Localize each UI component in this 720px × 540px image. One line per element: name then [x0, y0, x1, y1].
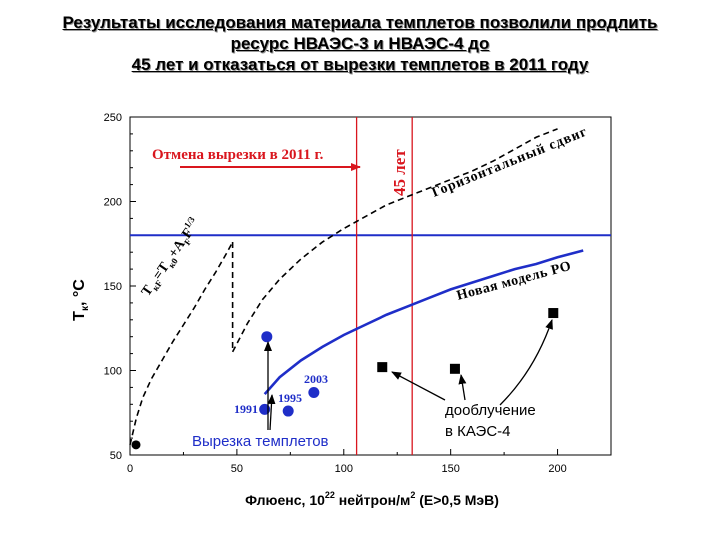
kaes-point	[377, 362, 388, 373]
y-axis-label: Tк, °C	[71, 279, 91, 321]
x-tick-label: 200	[548, 463, 566, 475]
svg-text:TкF=Tк0+AFF1/3: TкF=Tк0+AFF1/3	[137, 214, 206, 300]
y-tick-label: 100	[104, 366, 122, 378]
title-line-2: ресурс НВАЭС-3 и НВАЭС-4 до	[230, 34, 490, 53]
title-line-3: 45 лет и отказаться от вырезки темплетов…	[131, 55, 589, 74]
formula-label: TкF=Tк0+AFF1/3	[137, 214, 206, 300]
horizontal-shift-label: Горизонтальный сдвиг	[430, 124, 590, 200]
y-tick-label: 150	[104, 281, 122, 293]
x-tick-label: 100	[335, 463, 353, 475]
x-tick-label: 50	[231, 463, 243, 475]
kaes-arrow-3	[499, 319, 553, 406]
y-tick-label: 250	[104, 112, 122, 124]
kaes-point	[449, 363, 460, 374]
templet-point	[308, 386, 320, 398]
label-1995: 1995	[278, 391, 302, 405]
slide-title: Результаты исследования материала темпле…	[20, 12, 700, 75]
templet-point	[282, 405, 294, 417]
irradiation-label-line1: дооблучение	[445, 402, 536, 419]
new-model-curve	[263, 249, 584, 396]
templet-point	[261, 331, 273, 343]
kaes-arrow-2	[458, 374, 467, 401]
formula-sub3: F	[182, 236, 194, 247]
axis-tick-labels: 0 50 100 150 200 50 100 150 200 250	[104, 112, 567, 475]
kaes-arrow-1	[391, 371, 446, 401]
dashed-trend-initial	[129, 241, 234, 446]
x-tick-label: 150	[441, 463, 459, 475]
title-line-1: Результаты исследования материала темпле…	[62, 13, 658, 32]
label-1991: 1991	[234, 402, 258, 416]
years-45-label: 45 лет	[390, 149, 409, 196]
y-tick-label: 200	[104, 197, 122, 209]
label-2003: 2003	[304, 372, 328, 386]
axis-ticks	[129, 116, 559, 456]
cancel-label: Отмена вырезки в 2011 г.	[152, 147, 324, 163]
x-axis-label: Флюенс, 1022 нейтрон/м2 (E>0,5 МэВ)	[245, 490, 499, 508]
kaes-point	[548, 308, 559, 319]
dashed-horizontal-shift-curve	[231, 128, 558, 353]
templet-cut-label: Вырезка темплетов	[192, 433, 329, 450]
templet-arrow-2	[267, 394, 276, 431]
irradiation-label-line2: в КАЭС-4	[445, 423, 511, 440]
y-tick-label: 50	[110, 450, 122, 462]
origin-point	[131, 440, 141, 450]
x-tick-label: 0	[127, 463, 133, 475]
